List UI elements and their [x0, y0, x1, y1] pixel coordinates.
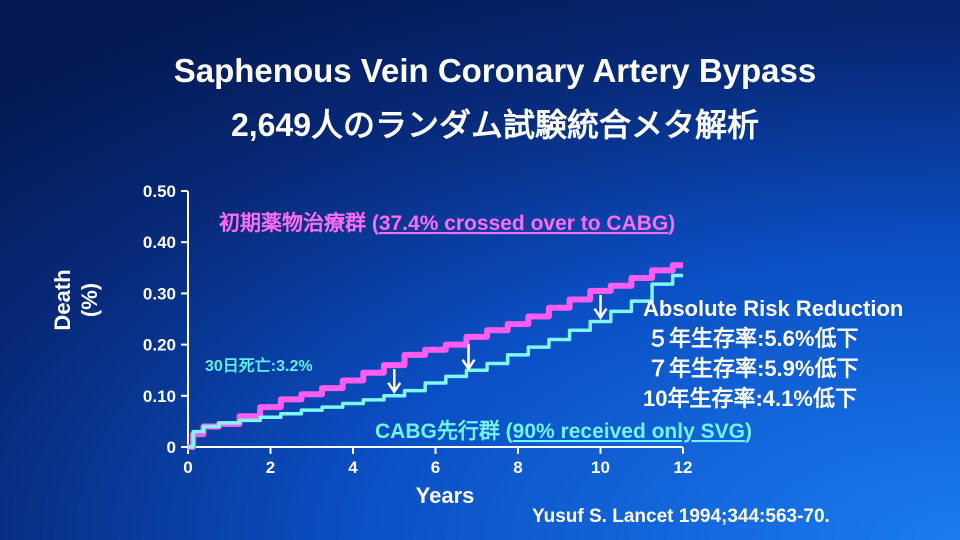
series-line-medical	[188, 262, 683, 450]
x-axis-label: Years	[416, 483, 475, 508]
arrow-head	[593, 307, 608, 320]
medical-group-label: 初期薬物治療群 (37.4% crossed over to CABG)	[219, 211, 675, 235]
risk-arrows	[387, 294, 608, 395]
y-tick-label: 0.20	[143, 336, 176, 355]
x-tick-label: 6	[431, 458, 440, 477]
x-tick-label: 10	[591, 458, 610, 477]
cabg-group-label: CABG先行群 (90% received only SVG)	[375, 419, 752, 443]
title-line-2: 2,649人のランダム試験統合メタ解析	[230, 107, 760, 143]
x-tick-label: 4	[348, 458, 358, 477]
citation: Yusuf S. Lancet 1994;344:563-70.	[532, 506, 830, 527]
x-tick-label: 8	[513, 458, 522, 477]
risk-line-7yr: ７年生存率:5.9%低下	[647, 356, 859, 381]
arrow-head	[387, 382, 402, 395]
y-axis-label-line1: Death	[50, 269, 75, 330]
cabg-group-detail: 90% received only SVG	[513, 420, 745, 443]
medical-group-close: )	[668, 212, 675, 235]
y-axis-label-line2: (%)	[77, 283, 102, 317]
arrow-head	[461, 358, 476, 371]
chart-series	[188, 262, 683, 450]
risk-reduction-box: Absolute Risk Reduction ５年生存率:5.6%低下 ７年生…	[643, 294, 903, 414]
x-tick-label: 0	[183, 458, 192, 477]
y-tick-label: 0	[167, 438, 176, 457]
y-tick-label: 0.30	[143, 284, 176, 303]
thirty-day-mortality-label: 30日死亡:3.2%	[205, 356, 313, 375]
risk-heading: Absolute Risk Reduction	[643, 296, 904, 321]
y-tick-label: 0.10	[143, 387, 176, 406]
x-tick-label: 2	[266, 458, 275, 477]
risk-line-10yr: 10年生存率:4.1%低下	[643, 386, 857, 411]
y-tick-label: 0.40	[143, 233, 176, 252]
cabg-group-close: )	[745, 420, 752, 443]
medical-group-detail: 37.4% crossed over to CABG	[379, 212, 668, 235]
y-tick-label: 0.50	[143, 182, 176, 201]
medical-group-name: 初期薬物治療群 (	[219, 211, 379, 235]
cabg-group-name: CABG先行群 (	[375, 419, 513, 443]
risk-line-5yr: ５年生存率:5.6%低下	[647, 326, 859, 351]
series-line-cabg	[188, 273, 683, 449]
x-tick-label: 12	[674, 458, 693, 477]
title-line-1: Saphenous Vein Coronary Artery Bypass	[173, 52, 817, 89]
